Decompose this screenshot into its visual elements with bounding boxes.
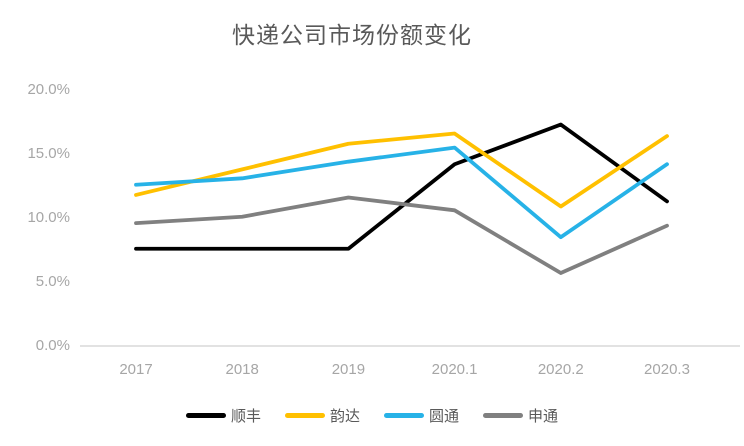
y-tick-label: 20.0%	[27, 81, 70, 98]
x-tick-label: 2019	[331, 361, 366, 378]
legend-line-swatch	[284, 413, 325, 418]
y-tick-label: 10.0%	[27, 209, 70, 226]
y-tick-label: 5.0%	[35, 273, 70, 290]
legend-label: 韵达	[329, 408, 360, 425]
x-tick-label: 2020.3	[644, 361, 690, 378]
series-line-顺丰	[134, 122, 669, 251]
legend: 顺丰 韵达 圆通 申通	[0, 405, 744, 426]
x-tick-label: 2020.1	[431, 361, 478, 378]
legend-item-圆通: 圆通	[384, 405, 459, 426]
series-line-韵达	[134, 131, 669, 209]
y-tick-label: 0.0%	[35, 337, 70, 354]
legend-line-swatch	[185, 413, 226, 418]
y-tick-label: 15.0%	[27, 145, 70, 162]
series-line-申通	[134, 195, 669, 275]
x-tick-label: 2018	[225, 361, 259, 378]
legend-label: 申通	[528, 408, 559, 425]
legend-line-swatch	[384, 413, 424, 418]
legend-line-swatch	[483, 413, 524, 418]
legend-label: 圆通	[429, 408, 460, 425]
legend-item-顺丰: 顺丰	[185, 405, 261, 426]
x-tick-label: 2017	[119, 361, 153, 378]
legend-item-申通: 申通	[483, 405, 558, 426]
series-line-圆通	[134, 145, 669, 240]
legend-item-韵达: 韵达	[284, 405, 360, 426]
x-tick-label: 2020.2	[537, 361, 584, 378]
chart-title: 快递公司市场份额变化	[232, 22, 472, 48]
legend-label: 顺丰	[230, 408, 261, 425]
